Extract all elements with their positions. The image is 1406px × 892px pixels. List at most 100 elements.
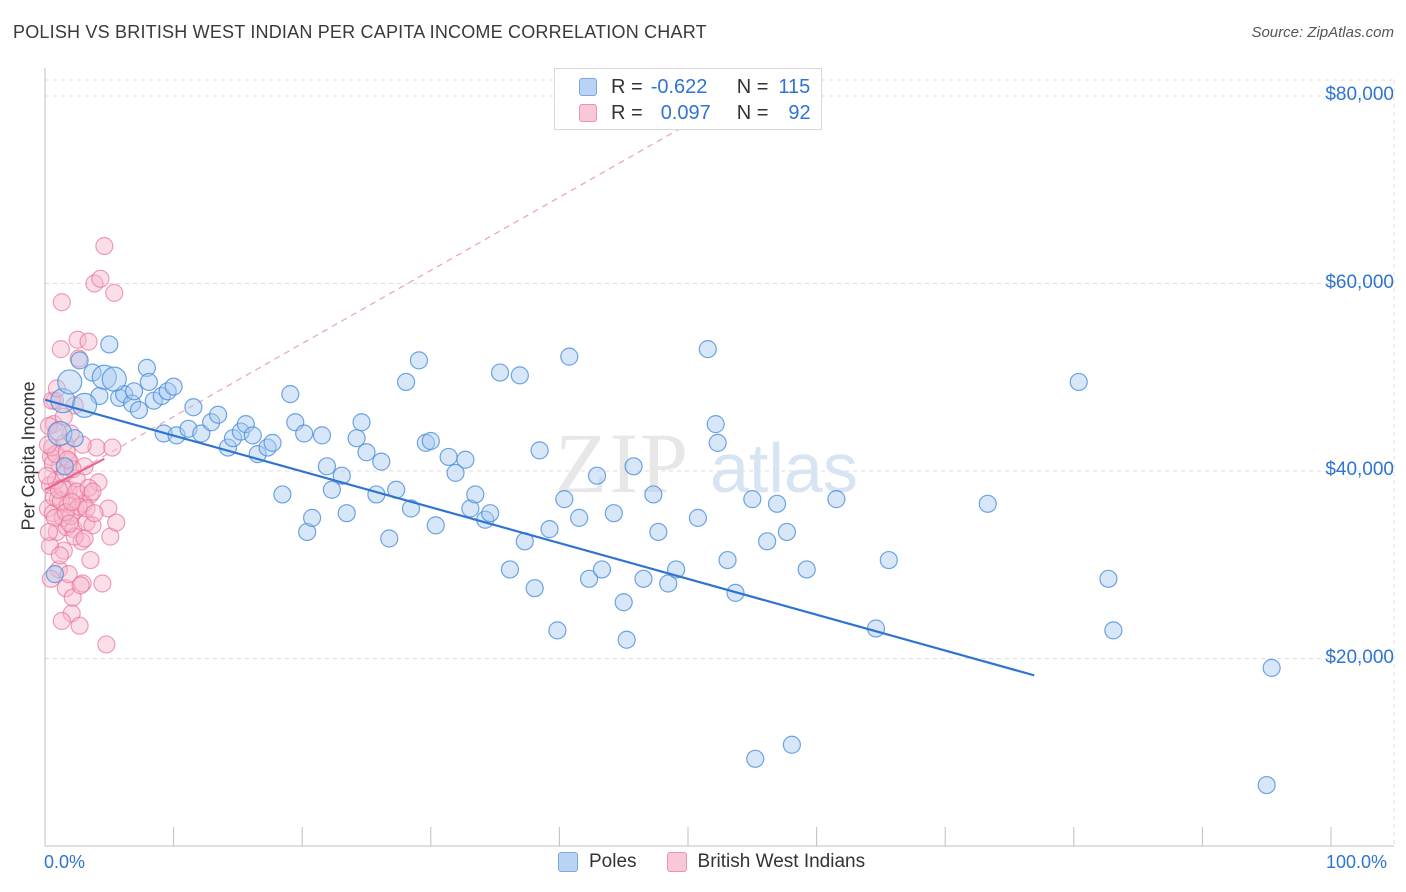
bwi-point: [71, 576, 90, 595]
poles-point: [184, 398, 203, 417]
poles-point: [634, 569, 653, 588]
bwi-point: [85, 504, 104, 523]
poles-point: [555, 490, 574, 509]
bwi-point: [89, 473, 108, 492]
bwi-legend-label: British West Indians: [697, 851, 866, 872]
poles-point: [357, 443, 376, 462]
poles-point: [767, 494, 787, 513]
bwi-point: [95, 236, 114, 256]
poles-point: [579, 569, 599, 588]
poles-point: [510, 366, 529, 385]
stats-legend: R = -0.622 N = 115 R = 0.097 N = 92: [554, 68, 822, 130]
poles-point: [1099, 569, 1118, 588]
poles-point: [137, 358, 156, 377]
bwi-n-label: N =: [736, 101, 769, 124]
poles-point: [708, 433, 727, 452]
bwi-point: [107, 513, 126, 532]
poles-r-label: R =: [611, 75, 643, 98]
poles-point: [281, 385, 300, 404]
poles-point: [688, 508, 707, 527]
poles-point: [481, 504, 500, 523]
bwi-point: [103, 438, 122, 457]
legend-row-poles: R = -0.622 N = 115: [579, 75, 810, 99]
legend-item-poles[interactable]: Poles: [558, 851, 637, 873]
bwi-point: [87, 438, 106, 457]
poles-point: [659, 574, 678, 593]
poles-point: [706, 415, 725, 434]
trend-lines: [44, 398, 1035, 677]
poles-point: [797, 560, 816, 579]
legend-item-bwi[interactable]: British West Indians: [666, 851, 866, 873]
y-tick-label: $40,000: [1325, 459, 1394, 480]
bwi-point: [39, 416, 59, 436]
poles-point: [337, 504, 356, 523]
poles-n-value: 115: [778, 75, 811, 98]
poles-point: [782, 735, 801, 754]
poles-point: [100, 335, 119, 354]
bwi-point: [67, 482, 86, 501]
poles-trend-line: [44, 398, 1035, 677]
poles-point: [446, 463, 465, 482]
poles-point: [743, 490, 762, 509]
bwi-point: [37, 466, 57, 485]
poles-point: [45, 565, 64, 584]
poles-point: [560, 347, 579, 366]
poles-legend-label: Poles: [589, 851, 637, 872]
bwi-point: [49, 480, 68, 499]
bwi-point: [39, 522, 59, 542]
watermark: ZIP atlas: [555, 415, 858, 511]
poles-point: [1257, 775, 1276, 795]
bwi-point: [81, 550, 100, 570]
poles-point: [352, 413, 371, 432]
y-tick-label: $80,000: [1325, 84, 1394, 105]
poles-point: [57, 369, 83, 395]
poles-point: [456, 450, 475, 469]
bwi-point: [105, 283, 124, 302]
poles-point: [500, 560, 520, 579]
bwi-legend-swatch: [666, 852, 687, 872]
poles-point: [65, 429, 84, 448]
poles-point: [91, 364, 117, 390]
series-legend: Poles British West Indians: [558, 851, 895, 873]
x-tick-label-max: 100.0%: [1326, 852, 1388, 872]
poles-legend-swatch: [558, 852, 578, 872]
y-tick-label: $20,000: [1325, 646, 1394, 668]
y-axis-label: Per Capita Income: [18, 381, 39, 531]
bwi-points: [37, 236, 126, 654]
poles-point: [409, 351, 429, 370]
poles-point: [649, 522, 668, 542]
poles-point: [698, 340, 717, 359]
poles-point: [124, 382, 144, 401]
poles-point: [243, 426, 262, 445]
poles-point: [525, 579, 544, 598]
bwi-point: [93, 574, 112, 593]
bwi-trend-extension: [44, 95, 738, 491]
poles-point: [592, 560, 612, 579]
bwi-r-label: R =: [611, 101, 643, 124]
y-tick-label: $60,000: [1325, 271, 1394, 293]
poles-point: [139, 372, 158, 392]
bwi-point: [51, 340, 70, 359]
poles-point: [614, 593, 633, 612]
bwi-point: [56, 579, 75, 598]
poles-point: [401, 499, 421, 518]
poles-point: [70, 351, 89, 370]
legend-row-bwi: R = 0.097 N = 92: [579, 101, 811, 125]
poles-point: [332, 466, 351, 485]
poles-point: [273, 485, 292, 504]
chart-source: Source: ZipAtlas.com: [1251, 24, 1394, 41]
poles-point: [372, 452, 391, 471]
poles-point: [317, 457, 337, 476]
poles-n-label: N =: [736, 75, 769, 98]
bwi-point: [97, 635, 116, 654]
poles-point: [490, 363, 510, 382]
bwi-point: [79, 332, 98, 351]
poles-point: [978, 494, 997, 513]
poles-swatch: [579, 78, 597, 96]
poles-point: [236, 415, 255, 434]
poles-point: [879, 550, 898, 570]
poles-point: [461, 499, 480, 518]
poles-point: [396, 372, 416, 392]
bwi-point: [60, 514, 79, 533]
